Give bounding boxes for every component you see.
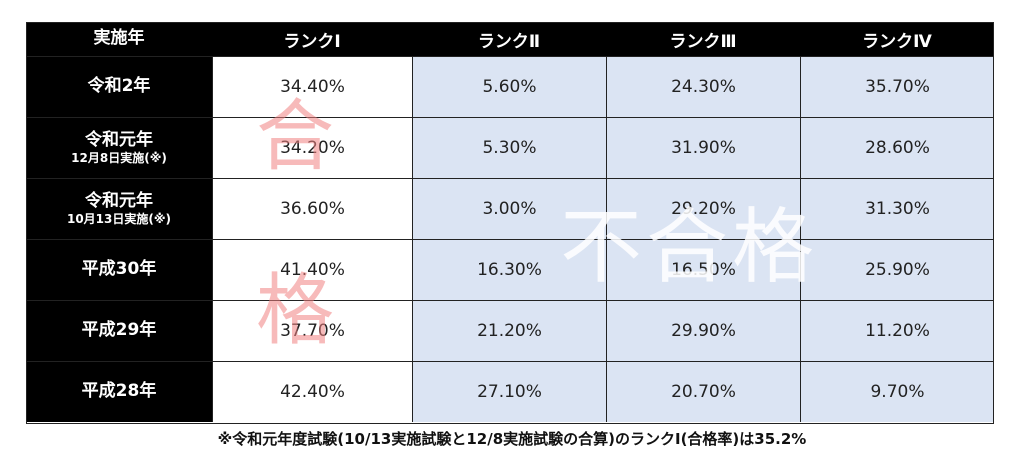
year-label: 平成29年 [81, 320, 157, 341]
rank-1-cell: 34.40% [212, 57, 412, 117]
rank-3-cell: 16.50% [606, 240, 800, 300]
rank-4-cell: 28.60% [800, 118, 994, 178]
header-rank-1: ランクⅠ [212, 22, 412, 56]
rank-2-cell: 16.30% [412, 240, 606, 300]
year-sub-label: 10月13日実施(※) [66, 212, 172, 227]
table-row: 平成30年 41.40% 16.30% 16.50% 25.90% [26, 239, 994, 300]
header-rank-4: ランクⅣ [800, 22, 994, 56]
rank-1-cell: 34.20% [212, 118, 412, 178]
rank-1-cell: 42.40% [212, 362, 412, 422]
rank-3-cell: 20.70% [606, 362, 800, 422]
rank-3-cell: 29.20% [606, 179, 800, 239]
table-row: 令和元年 10月13日実施(※) 36.60% 3.00% 29.20% 31.… [26, 178, 994, 239]
table-header-row: 実施年 ランクⅠ ランクⅡ ランクⅢ ランクⅣ [26, 22, 994, 56]
rank-2-cell: 21.20% [412, 301, 606, 361]
rank-4-cell: 9.70% [800, 362, 994, 422]
table-row: 令和元年 12月8日実施(※) 34.20% 5.30% 31.90% 28.6… [26, 117, 994, 178]
rank-1-cell: 37.70% [212, 301, 412, 361]
header-rank-2: ランクⅡ [412, 22, 606, 56]
rank-4-cell: 11.20% [800, 301, 994, 361]
footnote: ※令和元年度試験(10/13実施試験と12/8実施試験の合算)のランクⅠ(合格率… [217, 430, 807, 448]
rank-3-cell: 31.90% [606, 118, 800, 178]
rank-2-cell: 27.10% [412, 362, 606, 422]
year-cell: 令和2年 [26, 57, 212, 117]
year-cell: 平成30年 [26, 240, 212, 300]
rank-2-cell: 3.00% [412, 179, 606, 239]
rank-4-cell: 35.70% [800, 57, 994, 117]
table-row: 令和2年 34.40% 5.60% 24.30% 35.70% [26, 56, 994, 117]
header-year: 実施年 [26, 22, 212, 56]
rank-3-cell: 24.30% [606, 57, 800, 117]
rank-2-cell: 5.60% [412, 57, 606, 117]
year-cell: 平成28年 [26, 362, 212, 422]
rank-4-cell: 25.90% [800, 240, 994, 300]
year-label: 令和元年 [85, 129, 153, 150]
year-label: 令和元年 [85, 190, 153, 211]
rank-1-cell: 41.40% [212, 240, 412, 300]
year-label: 平成28年 [81, 381, 157, 402]
table-row: 平成29年 37.70% 21.20% 29.90% 11.20% [26, 300, 994, 361]
table-row: 平成28年 42.40% 27.10% 20.70% 9.70% [26, 361, 994, 422]
rank-3-cell: 29.90% [606, 301, 800, 361]
year-sub-label: 12月8日実施(※) [71, 151, 167, 166]
rank-4-cell: 31.30% [800, 179, 994, 239]
year-cell: 令和元年 12月8日実施(※) [26, 118, 212, 178]
results-table: 実施年 ランクⅠ ランクⅡ ランクⅢ ランクⅣ 令和2年 34.40% 5.60… [26, 22, 994, 424]
header-rank-3: ランクⅢ [606, 22, 800, 56]
year-label: 令和2年 [87, 76, 151, 97]
rank-2-cell: 5.30% [412, 118, 606, 178]
rank-1-cell: 36.60% [212, 179, 412, 239]
year-label: 平成30年 [81, 259, 157, 280]
year-cell: 平成29年 [26, 301, 212, 361]
year-cell: 令和元年 10月13日実施(※) [26, 179, 212, 239]
